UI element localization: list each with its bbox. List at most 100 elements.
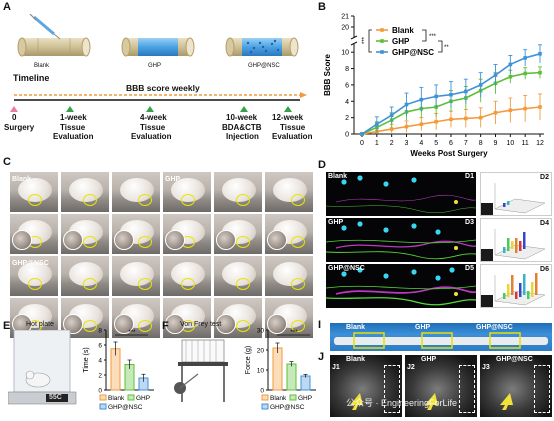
sig-label: *** [128,330,136,336]
data-point [523,56,527,60]
paw-inset [216,314,236,334]
bar-ghp@nsc [300,375,311,391]
panel-a-label: A [3,1,11,13]
plot-bar [507,201,510,205]
nucleus-cyan [357,175,363,181]
data-point [389,113,394,117]
hindlimb-highlight-circle [236,194,250,206]
data-point [434,119,438,124]
plot-bar [511,241,514,249]
legend-marker [380,50,384,54]
data-point [404,124,409,129]
von-frey-device [174,339,228,402]
rat-photo [112,214,160,254]
tick-1-desc-1: Tissue [60,123,86,132]
legend-swatch [127,394,135,401]
j-group-label: GHP [421,356,437,363]
data-point [464,116,468,121]
legend-label: GHP [392,37,410,46]
paw-inset [267,314,287,334]
rat-photo [112,256,160,296]
fiber-green [326,205,476,213]
x-tick-label: 4 [419,140,423,147]
timeline-axis [10,92,307,112]
arrow-icon [500,393,513,410]
d-sub-label: D3 [465,219,474,226]
hot-plate-title: Hot plate [26,321,55,328]
y-tick-label: 20 [257,348,265,355]
data-point [538,70,542,75]
rat-photo [214,256,262,296]
y-tick-label: 8 [345,66,349,73]
hindlimb-highlight-circle [291,320,305,332]
plot-bar [519,241,522,251]
y-tick-label: 4 [345,99,349,106]
data-point [404,102,409,107]
rat-photo [265,172,313,212]
fluorescence-image: Blank D1 [326,172,476,216]
legend-swatch [99,394,107,401]
legend-swatch [261,394,269,401]
x-tick-label: 1 [375,140,379,147]
data-point [508,62,513,67]
legend-swatch [289,394,297,401]
data-point [493,73,498,77]
nucleus-cyan [341,225,347,231]
data-point [508,108,513,113]
x-tick-label: 9 [494,140,498,147]
tick-3-desc-2: Injection [226,132,259,141]
y-tick-label: 2 [98,373,102,380]
zoom-inset-box [534,365,550,413]
nucleus-cyan [435,229,441,235]
plot-thumbnail [481,249,493,261]
rat-photo [163,256,211,296]
data-point [478,115,483,120]
nucleus-cyan [449,267,455,273]
fiber-magenta [335,240,476,249]
spinal-cord-segments [334,332,548,349]
j-group-label: GHP@NSC [496,356,533,363]
panel-e-label: E [3,320,11,332]
tick-3-desc-1: BDA&CTB [222,123,262,132]
plot-bar [511,275,514,295]
nucleus-cyan [411,223,417,229]
panel-f-label: F [162,320,169,332]
rat-photo [10,172,58,212]
legend-label: Blank [108,395,125,402]
y-tick-label: 10 [341,50,349,57]
hindlimb-highlight-circle [291,278,305,290]
j-group-label: Blank [346,356,366,363]
paw-inset [165,230,185,250]
scaffold-ghp [121,37,195,57]
x-tick-label: 7 [464,140,468,147]
y-tick-label: 10 [257,368,265,375]
legend-label: GHP@NSC [108,404,143,411]
tick-2-desc-1: Tissue [140,123,166,132]
fluorescence-signal [326,175,476,213]
y-tick-label: 8 [98,328,102,335]
y-axis-title: Time (s) [83,347,90,372]
data-point [434,94,438,99]
hindlimb-highlight-circle [236,320,250,332]
x-tick-label: 0 [360,140,364,147]
plot-bar [519,283,522,297]
d-row-label: GHP@NSC [328,265,365,272]
x-tick-label: 5 [434,140,438,147]
hindlimb-highlight-circle [83,320,97,332]
data-point [538,52,542,56]
legend-label: GHP [136,395,150,402]
hindlimb-highlight-circle [291,236,305,248]
panel-d-label: D [318,159,326,171]
nucleus-cyan [357,221,363,227]
rat-photo [163,298,211,338]
y-tick-label: 20 [341,25,349,32]
data-point [449,117,453,122]
paw-inset [114,314,134,334]
fiber-green [326,297,476,306]
hindlimb-highlight-circle [236,236,250,248]
paw-inset [165,314,185,334]
data-point [464,89,468,94]
plot-bar [507,238,510,251]
arrow-shape [425,393,438,410]
sig-label: *** [429,34,437,40]
